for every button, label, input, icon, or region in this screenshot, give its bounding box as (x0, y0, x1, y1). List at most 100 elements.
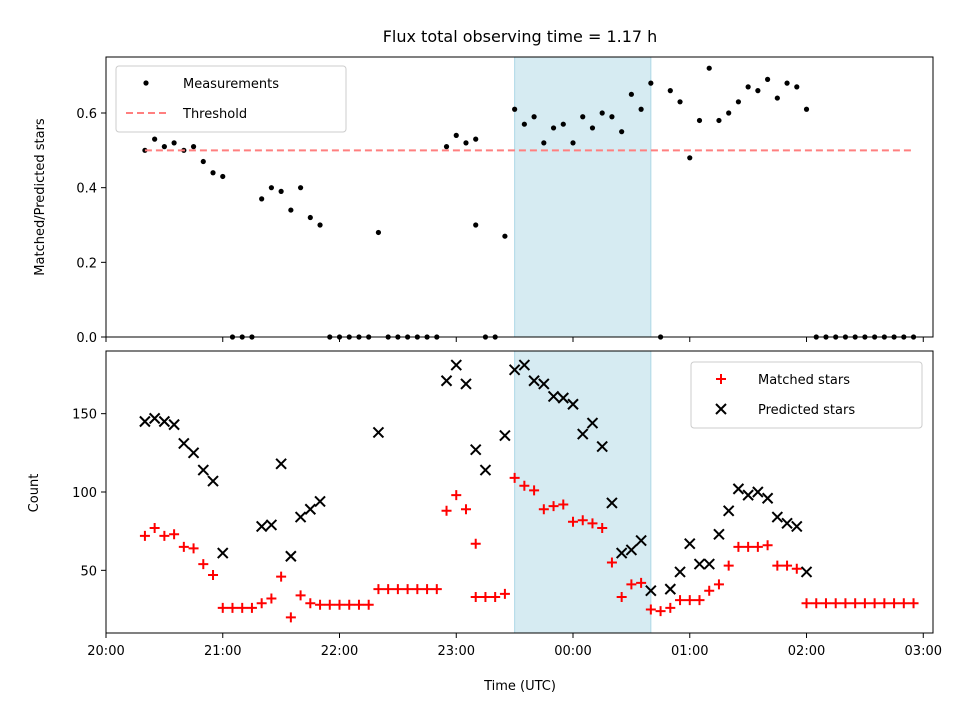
measurement-point (599, 110, 605, 116)
predicted-star-point (148, 412, 161, 425)
matched-star-point (606, 557, 617, 568)
matched-star-point (762, 540, 773, 551)
predicted-star-point (615, 547, 628, 559)
predicted-star-point (294, 511, 307, 523)
matched-star-point (626, 579, 637, 590)
matched-star-point (577, 515, 588, 526)
matched-star-point (830, 598, 841, 609)
measurement-point (580, 114, 586, 120)
predicted-star-point (197, 464, 210, 476)
matched-star-point (276, 571, 287, 582)
predicted-star-point (470, 443, 482, 456)
matched-star-point (675, 595, 686, 606)
measurement-point (638, 106, 644, 112)
x-tick-label: 00:00 (554, 644, 591, 659)
measurement-point (531, 114, 537, 120)
measurement-point (570, 140, 576, 146)
predicted-star-point (722, 505, 735, 517)
predicted-star-point (538, 378, 550, 390)
measurement-point (803, 106, 810, 112)
predicted-star-point (450, 359, 462, 371)
matched-star-point (616, 591, 627, 602)
matched-star-point (694, 595, 705, 606)
x-axis-label: Time (UTC) (483, 679, 556, 694)
matched-star-point (412, 584, 423, 595)
y-tick-label: 100 (72, 486, 97, 501)
matched-star-point (713, 579, 724, 590)
measurement-point (648, 80, 654, 86)
x-tick-label: 20:00 (87, 644, 124, 659)
y-tick-label: 150 (72, 408, 97, 423)
shaded-region (514, 351, 651, 633)
predicted-star-point (547, 390, 560, 403)
matched-star-point (460, 504, 471, 515)
measurement-point (745, 84, 751, 90)
predicted-star-point (625, 544, 638, 556)
matched-star-point (811, 598, 822, 609)
matched-star-point (568, 516, 579, 527)
predicted-star-point (178, 437, 190, 450)
measurement-point (210, 170, 216, 176)
measurement-point (443, 144, 450, 150)
predicted-star-point (518, 359, 531, 371)
predicted-star-point (732, 483, 745, 495)
matched-star-point (188, 543, 199, 554)
predicted-star-point (158, 415, 171, 428)
predicted-star-point (207, 475, 219, 487)
measurement-point (171, 140, 177, 146)
predicted-star-point (168, 418, 180, 431)
predicted-star-point (304, 503, 317, 515)
measurement-point (278, 188, 284, 194)
y-tick-label: 50 (80, 564, 97, 579)
matched-star-point (334, 599, 345, 610)
y-tick-label: 0.2 (76, 256, 97, 271)
measurement-point (142, 147, 148, 153)
matched-star-point (295, 590, 306, 601)
matched-star-point (392, 584, 403, 595)
measurement-point (765, 76, 771, 82)
measurement-point (268, 185, 274, 191)
x-tick-label: 21:00 (204, 644, 241, 659)
top-panel: Flux total observing time = 1.17 h 0.00.… (33, 27, 934, 346)
predicted-star-point (285, 550, 297, 562)
matched-star-point (285, 612, 296, 623)
x-tick-label: 23:00 (438, 644, 475, 659)
measurement-point (560, 121, 566, 127)
matched-star-point (529, 485, 540, 496)
measurement-point (667, 88, 673, 94)
predicted-star-point (460, 378, 472, 390)
predicted-star-point (664, 583, 677, 595)
predicted-star-point (684, 537, 696, 550)
matched-star-point (898, 598, 909, 609)
matched-star-point (227, 602, 238, 613)
predicted-star-point (577, 428, 589, 440)
matched-star-point (363, 599, 374, 610)
measurement-point (161, 144, 167, 150)
y-tick-label: 0.0 (76, 331, 97, 346)
matched-star-point (519, 480, 530, 491)
bottom-plot-area: 50 100 150 20:00 21:00 22:00 23:00 00:00 01:00 02… (72, 350, 942, 659)
predicted-star-point (440, 375, 453, 387)
legend-marker-predicted (715, 403, 727, 415)
legend-label: Predicted stars (758, 403, 855, 418)
matched-star-point (470, 591, 481, 602)
measurement-point (512, 106, 518, 112)
legend-box (690, 361, 923, 429)
predicted-star-point (217, 547, 229, 559)
measurement-point (473, 222, 479, 228)
matched-star-point (217, 602, 228, 613)
predicted-star-point (742, 489, 754, 501)
matched-star-point (208, 570, 219, 581)
matched-star-point (879, 598, 890, 609)
matched-star-point (859, 598, 870, 609)
matched-star-point (908, 598, 919, 609)
matched-star-point (704, 585, 715, 596)
predicted-star-point (187, 447, 200, 459)
measurement-point (716, 117, 722, 124)
legend-label: Measurements (183, 77, 279, 92)
matched-star-point (655, 606, 666, 617)
matched-star-point (149, 523, 160, 534)
matched-star-point (597, 523, 608, 534)
matched-star-point (782, 560, 793, 571)
matched-star-point (723, 560, 734, 571)
